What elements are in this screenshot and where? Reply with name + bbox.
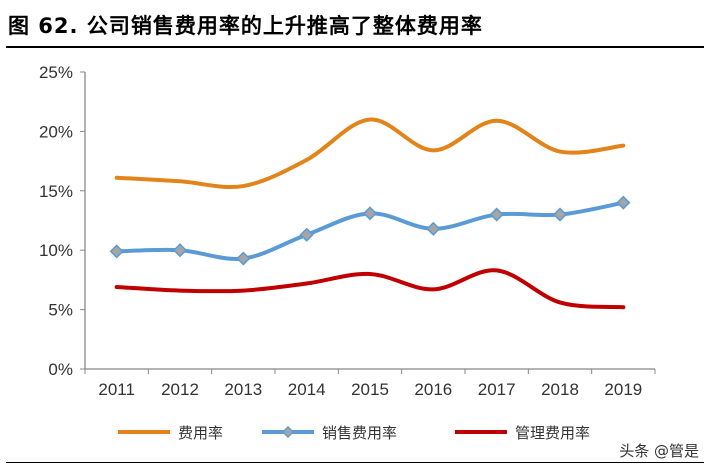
legend-marker [281, 425, 295, 439]
data-point-marker [236, 251, 251, 266]
y-tick-label: 20% [39, 122, 73, 141]
watermark: 头条 @管是 [619, 442, 699, 460]
y-tick-label: 5% [48, 301, 73, 320]
chart-title: 图 62. 公司销售费用率的上升推高了整体费用率 [8, 14, 483, 38]
title-divider [6, 46, 704, 48]
data-point-marker [362, 206, 378, 221]
bottom-divider [6, 462, 704, 463]
legend-label-0: 费用率 [178, 424, 223, 442]
x-tick-label: 2011 [98, 380, 135, 399]
legend-label-1: 销售费用率 [322, 424, 397, 442]
x-tick-label: 2012 [161, 380, 199, 399]
legend-label-2: 管理费用率 [515, 424, 590, 442]
data-point-marker [426, 221, 441, 236]
x-tick-label: 2013 [224, 380, 262, 399]
y-tick-label: 0% [48, 360, 73, 379]
series-line-2 [114, 268, 626, 310]
x-tick-label: 2018 [541, 380, 579, 399]
data-point-marker [299, 227, 314, 242]
data-point-marker [552, 207, 568, 222]
y-tick-label: 25% [39, 63, 73, 82]
data-point-marker [172, 243, 188, 258]
data-point-marker [109, 244, 124, 259]
data-point-marker [616, 195, 631, 210]
y-tick-label: 10% [39, 241, 73, 260]
y-tick-label: 15% [39, 182, 73, 201]
x-tick-label: 2019 [604, 380, 642, 399]
x-tick-label: 2015 [351, 380, 389, 399]
series-line-0 [114, 117, 626, 190]
x-tick-label: 2014 [288, 380, 326, 399]
data-point-marker [489, 207, 504, 222]
x-tick-label: 2017 [478, 380, 516, 399]
x-tick-label: 2016 [414, 380, 452, 399]
